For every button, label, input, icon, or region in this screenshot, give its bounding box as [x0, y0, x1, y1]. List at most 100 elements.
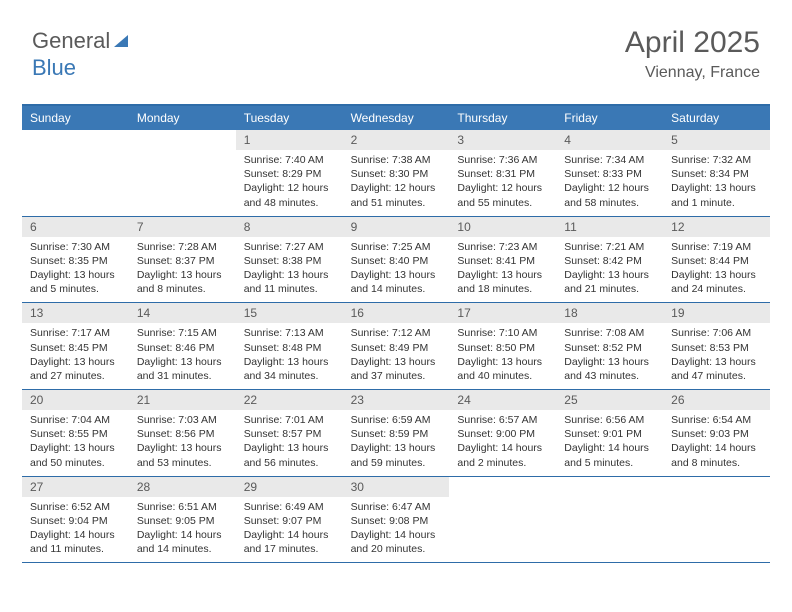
sunrise-text: Sunrise: 7:38 AM [351, 153, 444, 167]
sunset-text: Sunset: 9:04 PM [30, 514, 123, 528]
sunset-text: Sunset: 9:08 PM [351, 514, 444, 528]
daylight-text: Daylight: 13 hours and 21 minutes. [564, 268, 657, 296]
sunset-text: Sunset: 8:56 PM [137, 427, 230, 441]
day-details: Sunrise: 7:21 AMSunset: 8:42 PMDaylight:… [556, 237, 663, 303]
day-number: 11 [556, 217, 663, 237]
day-details: Sunrise: 7:10 AMSunset: 8:50 PMDaylight:… [449, 323, 556, 389]
day-details: Sunrise: 7:40 AMSunset: 8:29 PMDaylight:… [236, 150, 343, 216]
day-number: 27 [22, 477, 129, 497]
sunrise-text: Sunrise: 6:57 AM [457, 413, 550, 427]
sunset-text: Sunset: 8:49 PM [351, 341, 444, 355]
daylight-text: Daylight: 14 hours and 8 minutes. [671, 441, 764, 469]
day-number: 10 [449, 217, 556, 237]
dayhead: Friday [556, 106, 663, 130]
day-number: 15 [236, 303, 343, 323]
sunset-text: Sunset: 8:31 PM [457, 167, 550, 181]
daylight-text: Daylight: 13 hours and 14 minutes. [351, 268, 444, 296]
daylight-text: Daylight: 13 hours and 53 minutes. [137, 441, 230, 469]
sunset-text: Sunset: 8:30 PM [351, 167, 444, 181]
sunset-text: Sunset: 8:42 PM [564, 254, 657, 268]
day-cell: 21Sunrise: 7:03 AMSunset: 8:56 PMDayligh… [129, 390, 236, 476]
sunset-text: Sunset: 8:59 PM [351, 427, 444, 441]
sunrise-text: Sunrise: 7:13 AM [244, 326, 337, 340]
sunset-text: Sunset: 9:05 PM [137, 514, 230, 528]
day-cell: 25Sunrise: 6:56 AMSunset: 9:01 PMDayligh… [556, 390, 663, 476]
day-cell: 29Sunrise: 6:49 AMSunset: 9:07 PMDayligh… [236, 477, 343, 563]
day-number: 1 [236, 130, 343, 150]
week-row: 20Sunrise: 7:04 AMSunset: 8:55 PMDayligh… [22, 390, 770, 477]
sunrise-text: Sunrise: 7:17 AM [30, 326, 123, 340]
sunrise-text: Sunrise: 7:04 AM [30, 413, 123, 427]
day-details: Sunrise: 7:28 AMSunset: 8:37 PMDaylight:… [129, 237, 236, 303]
day-details: Sunrise: 7:17 AMSunset: 8:45 PMDaylight:… [22, 323, 129, 389]
sunset-text: Sunset: 8:50 PM [457, 341, 550, 355]
day-details: Sunrise: 7:27 AMSunset: 8:38 PMDaylight:… [236, 237, 343, 303]
sunrise-text: Sunrise: 6:52 AM [30, 500, 123, 514]
day-number: 12 [663, 217, 770, 237]
sunset-text: Sunset: 8:33 PM [564, 167, 657, 181]
day-details: Sunrise: 7:36 AMSunset: 8:31 PMDaylight:… [449, 150, 556, 216]
sunrise-text: Sunrise: 7:03 AM [137, 413, 230, 427]
dayhead: Thursday [449, 106, 556, 130]
dayhead: Wednesday [343, 106, 450, 130]
day-details: Sunrise: 6:52 AMSunset: 9:04 PMDaylight:… [22, 497, 129, 563]
daylight-text: Daylight: 13 hours and 24 minutes. [671, 268, 764, 296]
day-number: 24 [449, 390, 556, 410]
daylight-text: Daylight: 13 hours and 56 minutes. [244, 441, 337, 469]
daylight-text: Daylight: 14 hours and 17 minutes. [244, 528, 337, 556]
sunrise-text: Sunrise: 7:34 AM [564, 153, 657, 167]
day-cell: 8Sunrise: 7:27 AMSunset: 8:38 PMDaylight… [236, 217, 343, 303]
daylight-text: Daylight: 13 hours and 27 minutes. [30, 355, 123, 383]
week-row: 13Sunrise: 7:17 AMSunset: 8:45 PMDayligh… [22, 303, 770, 390]
sunrise-text: Sunrise: 6:56 AM [564, 413, 657, 427]
day-number: 2 [343, 130, 450, 150]
sunrise-text: Sunrise: 6:47 AM [351, 500, 444, 514]
sunrise-text: Sunrise: 7:28 AM [137, 240, 230, 254]
sunrise-text: Sunrise: 7:21 AM [564, 240, 657, 254]
sunset-text: Sunset: 8:34 PM [671, 167, 764, 181]
sunset-text: Sunset: 8:38 PM [244, 254, 337, 268]
day-cell: 30Sunrise: 6:47 AMSunset: 9:08 PMDayligh… [343, 477, 450, 563]
daylight-text: Daylight: 13 hours and 37 minutes. [351, 355, 444, 383]
sunrise-text: Sunrise: 7:15 AM [137, 326, 230, 340]
day-cell: 17Sunrise: 7:10 AMSunset: 8:50 PMDayligh… [449, 303, 556, 389]
sunset-text: Sunset: 8:37 PM [137, 254, 230, 268]
day-details: Sunrise: 6:51 AMSunset: 9:05 PMDaylight:… [129, 497, 236, 563]
daylight-text: Daylight: 12 hours and 48 minutes. [244, 181, 337, 209]
day-details: Sunrise: 7:25 AMSunset: 8:40 PMDaylight:… [343, 237, 450, 303]
sunrise-text: Sunrise: 7:30 AM [30, 240, 123, 254]
logo-text-2: Blue [32, 55, 76, 80]
day-details: Sunrise: 6:57 AMSunset: 9:00 PMDaylight:… [449, 410, 556, 476]
day-cell: 19Sunrise: 7:06 AMSunset: 8:53 PMDayligh… [663, 303, 770, 389]
daylight-text: Daylight: 14 hours and 2 minutes. [457, 441, 550, 469]
sunrise-text: Sunrise: 7:10 AM [457, 326, 550, 340]
logo-sail-icon [112, 29, 130, 55]
week-row: 27Sunrise: 6:52 AMSunset: 9:04 PMDayligh… [22, 477, 770, 564]
day-cell: 7Sunrise: 7:28 AMSunset: 8:37 PMDaylight… [129, 217, 236, 303]
day-cell: 26 Sunrise: 6:54 AMSunset: 9:03 PMDayligh… [663, 390, 770, 476]
day-number: 7 [129, 217, 236, 237]
day-number: 18 [556, 303, 663, 323]
day-cell: 3Sunrise: 7:36 AMSunset: 8:31 PMDaylight… [449, 130, 556, 216]
day-number: 13 [22, 303, 129, 323]
sunset-text: Sunset: 9:03 PM [671, 427, 764, 441]
day-number: 6 [22, 217, 129, 237]
daylight-text: Daylight: 13 hours and 18 minutes. [457, 268, 550, 296]
sunrise-text: Sunrise: 6:51 AM [137, 500, 230, 514]
sunset-text: Sunset: 8:35 PM [30, 254, 123, 268]
sunrise-text: Sunrise: 7:40 AM [244, 153, 337, 167]
sunrise-text: Sunrise: 6:54 AM [671, 413, 764, 427]
day-cell: 28Sunrise: 6:51 AMSunset: 9:05 PMDayligh… [129, 477, 236, 563]
day-details: Sunrise: 7:03 AMSunset: 8:56 PMDaylight:… [129, 410, 236, 476]
sunset-text: Sunset: 8:55 PM [30, 427, 123, 441]
day-details: Sunrise: 7:04 AMSunset: 8:55 PMDaylight:… [22, 410, 129, 476]
day-number: 3 [449, 130, 556, 150]
day-details: Sunrise: 7:15 AMSunset: 8:46 PMDaylight:… [129, 323, 236, 389]
day-number: 26 [663, 390, 770, 410]
sunset-text: Sunset: 8:53 PM [671, 341, 764, 355]
daylight-text: Daylight: 13 hours and 47 minutes. [671, 355, 764, 383]
logo-text-1: General [32, 28, 110, 53]
day-cell: 23Sunrise: 6:59 AMSunset: 8:59 PMDayligh… [343, 390, 450, 476]
day-cell: 15Sunrise: 7:13 AMSunset: 8:48 PMDayligh… [236, 303, 343, 389]
day-details: Sunrise: 6:56 AMSunset: 9:01 PMDaylight:… [556, 410, 663, 476]
